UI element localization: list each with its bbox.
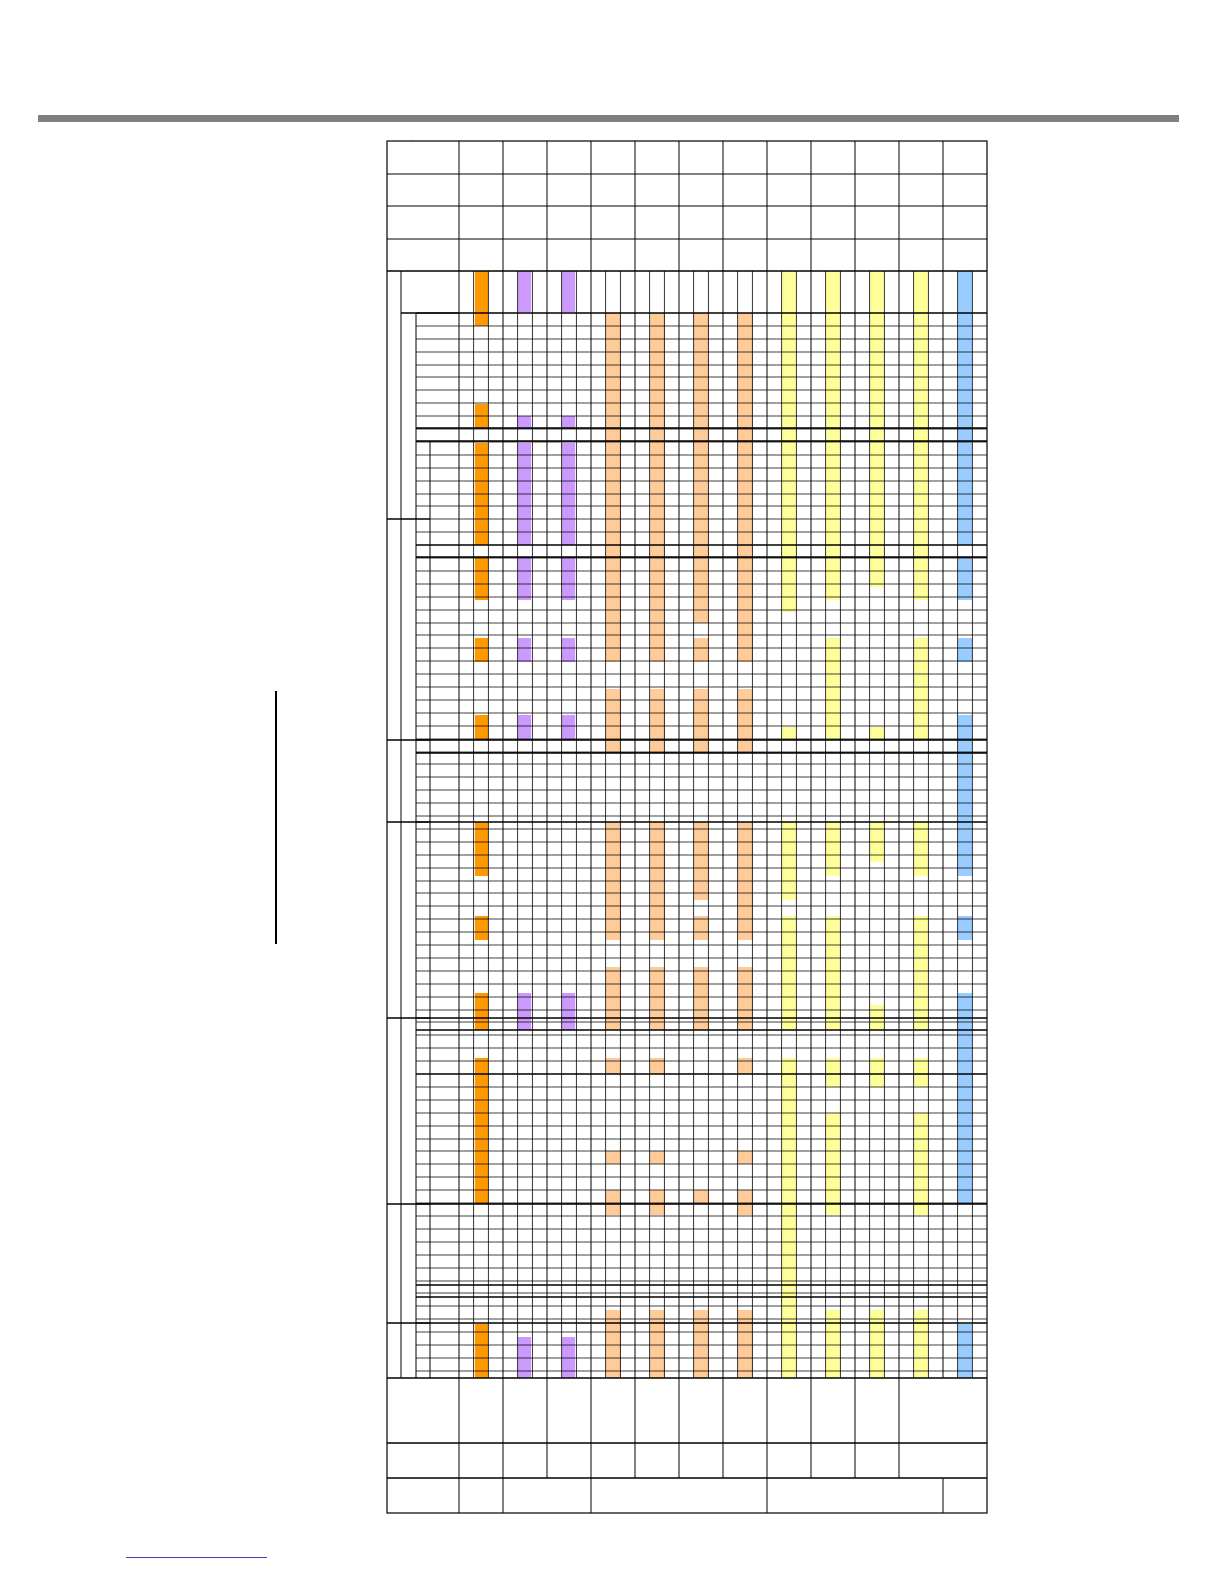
bar-col9-seg7 [826, 1310, 840, 1378]
bar-col7-seg5 [738, 1058, 753, 1074]
bar-col5-seg4 [650, 967, 665, 1030]
bar-col8-seg5 [782, 1058, 796, 1378]
bar-col11-seg3 [914, 822, 928, 876]
bar-col4-seg1 [606, 313, 621, 662]
bar-col12-seg2 [958, 557, 972, 600]
bar-col10-seg2 [870, 727, 884, 740]
bar-col4-seg2 [606, 689, 621, 753]
footer-link-underline[interactable] [126, 1557, 267, 1558]
bar-col10-seg5 [870, 1058, 884, 1087]
bar-col3-seg6 [562, 715, 575, 740]
bar-col4-seg4 [606, 967, 621, 1030]
bar-col9-seg3 [826, 822, 840, 876]
bar-col7-seg7 [738, 1190, 753, 1215]
bar-col1-seg10 [475, 1058, 488, 1204]
table-border [386, 140, 988, 1514]
bar-col3-seg5 [562, 638, 575, 662]
corner-mark: ” [411, 141, 413, 147]
bar-col11-seg7 [914, 1310, 928, 1378]
bar-col1-seg9 [475, 993, 488, 1030]
bar-col1-seg11 [475, 1324, 488, 1378]
bar-col4-seg8 [606, 1310, 621, 1378]
bar-col2-seg2 [518, 416, 531, 428]
bar-col2-seg8 [518, 1337, 531, 1378]
bar-col7-seg2 [738, 689, 753, 753]
bar-col5-seg8 [650, 1310, 665, 1378]
bar-col1-seg1 [475, 271, 488, 326]
bar-col12-seg3 [958, 638, 972, 662]
bar-col12-seg1 [958, 271, 972, 545]
bar-col1-seg6 [475, 715, 488, 740]
bar-col6-seg5 [694, 916, 709, 940]
bar-col3-seg8 [562, 1337, 575, 1378]
bar-col12-seg4 [958, 715, 972, 876]
bar-col12-seg6 [958, 993, 972, 1204]
bar-col4-seg5 [606, 1058, 621, 1074]
bar-col2-seg6 [518, 715, 531, 740]
bar-col7-seg4 [738, 967, 753, 1030]
bar-col10-seg6 [870, 1310, 884, 1378]
bar-col11-seg2 [914, 638, 928, 740]
bar-col7-seg8 [738, 1310, 753, 1378]
bar-col2-seg1 [518, 271, 531, 312]
bar-col6-seg8 [694, 1310, 709, 1378]
bar-col3-seg7 [562, 993, 575, 1030]
bar-col5-seg5 [650, 1058, 665, 1074]
bar-col2-seg7 [518, 993, 531, 1030]
header-rule [38, 115, 1179, 122]
bar-col1-seg7 [475, 822, 488, 876]
bar-col6-seg4 [694, 822, 709, 900]
bar-col8-seg2 [782, 727, 796, 740]
bar-col2-seg5 [518, 638, 531, 662]
bar-col1-seg8 [475, 916, 488, 940]
bar-col11-seg4 [914, 916, 928, 1030]
bar-col6-seg6 [694, 967, 709, 1030]
bar-col9-seg5 [826, 1058, 840, 1087]
bar-col5-seg1 [650, 313, 665, 662]
bar-col1-seg4 [475, 557, 488, 600]
bar-col7-seg6 [738, 1151, 753, 1164]
bar-col5-seg2 [650, 689, 665, 753]
bar-col5-seg7 [650, 1190, 665, 1215]
bar-col2-seg4 [518, 557, 531, 600]
margin-vertical-rule [275, 691, 277, 944]
bar-col7-seg1 [738, 313, 753, 662]
bar-col3-seg1 [562, 271, 575, 312]
bar-col6-seg3 [694, 689, 709, 753]
bar-col1-seg5 [475, 638, 488, 662]
bar-col8-seg3 [782, 822, 796, 900]
bar-col4-seg7 [606, 1190, 621, 1215]
bar-col11-seg1 [914, 271, 928, 600]
bar-col6-seg7 [694, 1190, 709, 1203]
bar-col5-seg6 [650, 1151, 665, 1164]
bar-col9-seg4 [826, 916, 840, 1030]
bar-col6-seg2 [694, 638, 709, 662]
bar-col8-seg4 [782, 916, 796, 1030]
bar-col3-seg2 [562, 416, 575, 428]
bar-col11-seg5 [914, 1058, 928, 1087]
bar-col9-seg1 [826, 271, 840, 600]
bar-col3-seg4 [562, 557, 575, 600]
bar-col9-seg2 [826, 638, 840, 740]
bar-col12-seg7 [958, 1324, 972, 1378]
bar-col12-seg5 [958, 916, 972, 940]
bar-col4-seg6 [606, 1151, 621, 1164]
